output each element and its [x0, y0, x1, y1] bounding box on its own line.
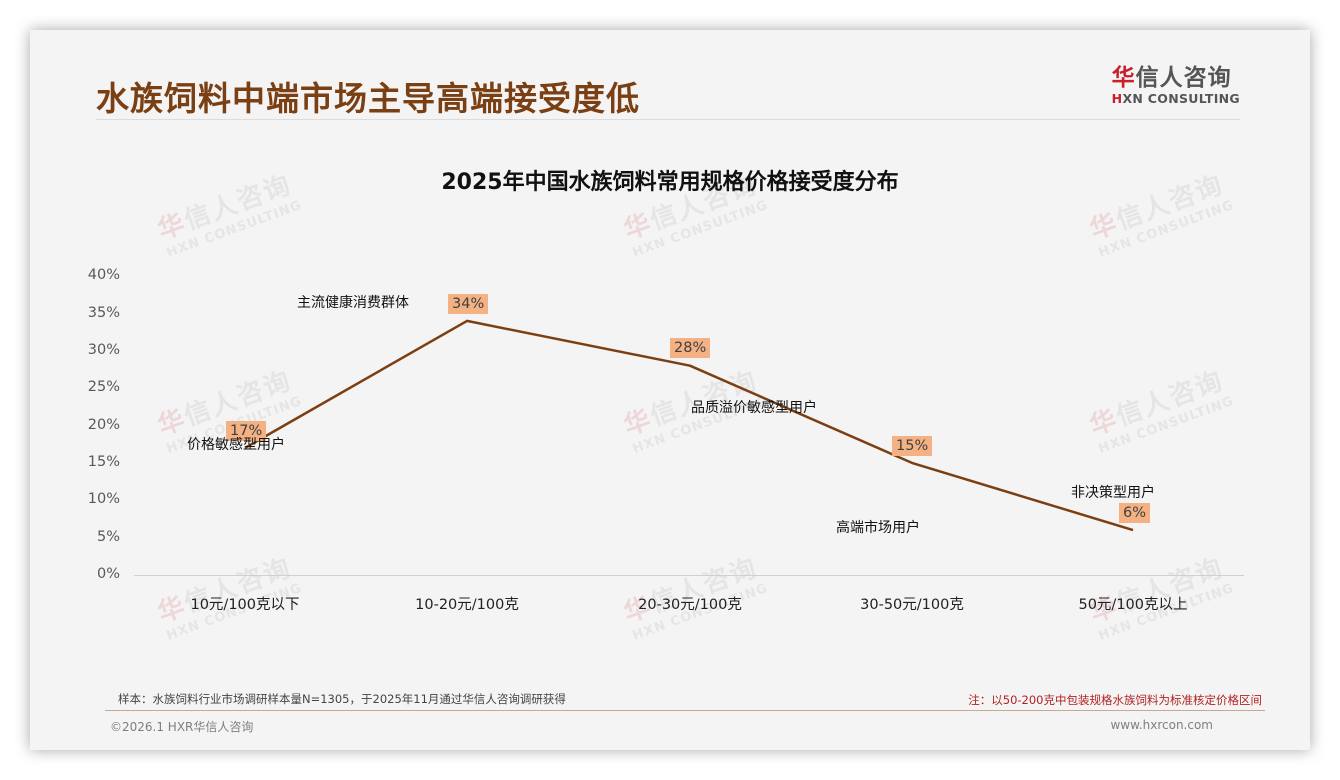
logo-english: HXN CONSULTING — [1111, 91, 1240, 106]
segment-annotation: 高端市场用户 — [836, 520, 920, 536]
y-tick: 10% — [87, 491, 120, 507]
y-tick: 0% — [96, 566, 120, 582]
source-note: 样本：水族饲料行业市场调研样本量N=1305，于2025年11月通过华信人咨询调… — [118, 692, 566, 706]
segment-annotation: 品质溢价敏感型用户 — [691, 400, 817, 416]
logo-chinese: 华信人咨询 — [1111, 65, 1232, 91]
x-tick: 50元/100克以上 — [1078, 597, 1188, 613]
brand-logo: 华信人咨询 HXN CONSULTING — [1112, 64, 1240, 106]
x-tick: 10元/100克以下 — [190, 597, 300, 613]
website-link[interactable]: www.hxrcon.com — [1110, 718, 1213, 732]
data-label: 34% — [448, 294, 489, 314]
page-title: 水族饲料中端市场主导高端接受度低 — [96, 79, 640, 118]
x-tick: 10-20元/100克 — [415, 597, 519, 613]
y-tick: 35% — [87, 305, 120, 321]
data-label: 6% — [1119, 503, 1151, 523]
x-axis-line — [134, 575, 1244, 576]
slide: 水族饲料中端市场主导高端接受度低 华信人咨询 HXN CONSULTING 华信… — [30, 30, 1310, 750]
methodology-note: 注：以50-200克中包装规格水族饲料为标准核定价格区间 — [968, 693, 1262, 707]
data-label: 17% — [226, 421, 267, 441]
data-label: 28% — [670, 338, 711, 358]
y-tick: 30% — [87, 342, 120, 358]
segment-annotation: 价格敏感型用户 — [187, 437, 285, 453]
x-tick: 20-30元/100克 — [638, 597, 742, 613]
chart-title: 2025年中国水族饲料常用规格价格接受度分布 — [441, 170, 899, 195]
segment-annotation: 主流健康消费群体 — [297, 295, 409, 311]
y-tick: 40% — [87, 267, 120, 283]
segment-annotation: 非决策型用户 — [1071, 485, 1155, 501]
y-tick: 5% — [96, 529, 120, 545]
y-tick: 25% — [87, 379, 120, 395]
y-tick: 15% — [87, 454, 120, 470]
title-divider — [96, 119, 1240, 120]
x-tick: 30-50元/100克 — [860, 597, 964, 613]
footer-divider — [105, 710, 1265, 711]
copyright: ©2026.1 HXR华信人咨询 — [110, 720, 254, 734]
data-label: 15% — [892, 436, 933, 456]
data-line — [244, 319, 1134, 532]
y-tick: 20% — [87, 417, 120, 433]
